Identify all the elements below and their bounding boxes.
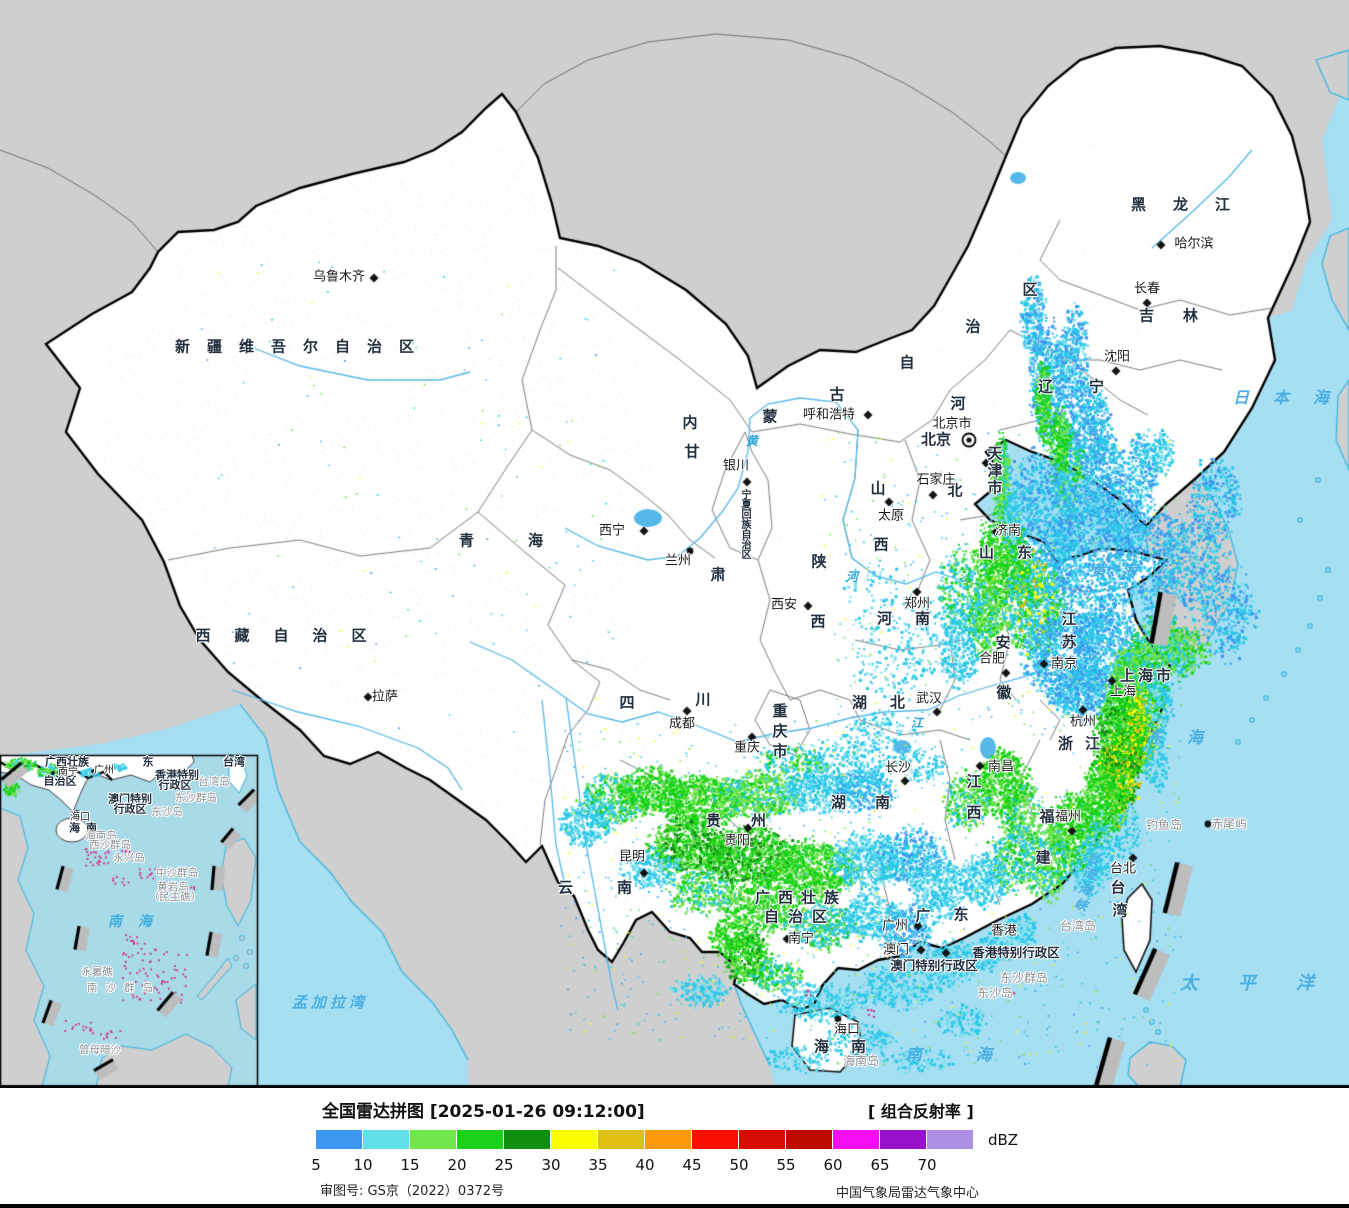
product-label: [ 组合反射率 ] <box>868 1102 974 1121</box>
dbz-color-cell <box>692 1130 738 1149</box>
credit-label: 中国气象局雷达气象中心 <box>836 1186 980 1201</box>
legend-panel: 全国雷达拼图 [2025-01-26 09:12:00] [ 组合反射率 ] 5… <box>0 1088 1349 1204</box>
dbz-tick: 45 <box>682 1156 702 1174</box>
dbz-color-cell <box>410 1130 456 1149</box>
dbz-color-cell <box>551 1130 597 1149</box>
dbz-colorbar <box>316 1130 974 1149</box>
dbz-tick: 35 <box>588 1156 608 1174</box>
dbz-tick: 5 <box>311 1156 321 1174</box>
dbz-tick: 55 <box>776 1156 796 1174</box>
dbz-tick: 50 <box>729 1156 749 1174</box>
dbz-color-cell <box>457 1130 503 1149</box>
dbz-tick: 20 <box>447 1156 467 1174</box>
dbz-unit-label: dBZ <box>988 1131 1019 1149</box>
dbz-color-cell <box>363 1130 409 1149</box>
dbz-color-cell <box>316 1130 362 1149</box>
approval-number: 审图号: GS京（2022）0372号 <box>320 1184 505 1199</box>
dbz-tick: 65 <box>870 1156 890 1174</box>
dbz-tick: 30 <box>541 1156 561 1174</box>
dbz-color-cell <box>927 1130 973 1149</box>
bottom-border <box>0 1204 1349 1208</box>
dbz-color-cell <box>833 1130 879 1149</box>
dbz-tick: 70 <box>917 1156 937 1174</box>
dbz-tick: 40 <box>635 1156 655 1174</box>
dbz-tick: 25 <box>494 1156 514 1174</box>
map-title: 全国雷达拼图 [2025-01-26 09:12:00] <box>322 1102 645 1122</box>
dbz-tick: 15 <box>400 1156 420 1174</box>
dbz-color-cell <box>598 1130 644 1149</box>
dbz-color-cell <box>504 1130 550 1149</box>
dbz-color-cell <box>645 1130 691 1149</box>
dbz-color-cell <box>880 1130 926 1149</box>
dbz-tick: 60 <box>823 1156 843 1174</box>
dbz-tick: 10 <box>353 1156 373 1174</box>
dbz-color-cell <box>739 1130 785 1149</box>
china-radar-map-canvas <box>0 0 1349 1088</box>
dbz-color-cell <box>786 1130 832 1149</box>
